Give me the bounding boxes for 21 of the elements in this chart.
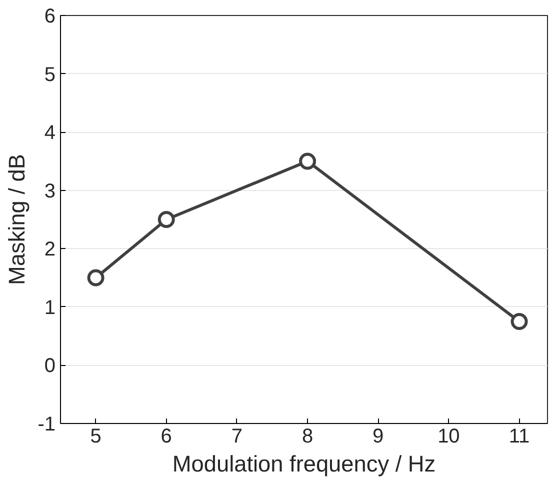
x-tick-label: 10 bbox=[438, 426, 460, 448]
y-tick-label: 3 bbox=[44, 180, 56, 202]
y-tick-label: 0 bbox=[44, 355, 56, 378]
y-tick-label: 5 bbox=[44, 64, 56, 86]
point bbox=[510, 313, 528, 330]
y-tick-label: -1 bbox=[38, 414, 56, 436]
x-tick-label: 9 bbox=[372, 426, 384, 448]
point bbox=[87, 269, 104, 286]
x-tick-label: 7 bbox=[231, 426, 243, 448]
point bbox=[299, 152, 316, 170]
x-tick-label: 11 bbox=[508, 426, 530, 448]
y-tick-label: 2 bbox=[44, 238, 56, 261]
x-tick-label: 5 bbox=[90, 426, 102, 448]
y-tick-label: 1 bbox=[44, 296, 56, 319]
y-tick-label: 4 bbox=[44, 122, 56, 144]
y-tick-label: 6 bbox=[44, 6, 56, 28]
point bbox=[158, 211, 175, 228]
y-axis-title: Masking / dB bbox=[4, 154, 30, 285]
x-axis-title: Modulation frequency / Hz bbox=[172, 450, 436, 476]
x-tick-label: 6 bbox=[160, 426, 172, 448]
x-tick-label: 8 bbox=[302, 426, 314, 448]
